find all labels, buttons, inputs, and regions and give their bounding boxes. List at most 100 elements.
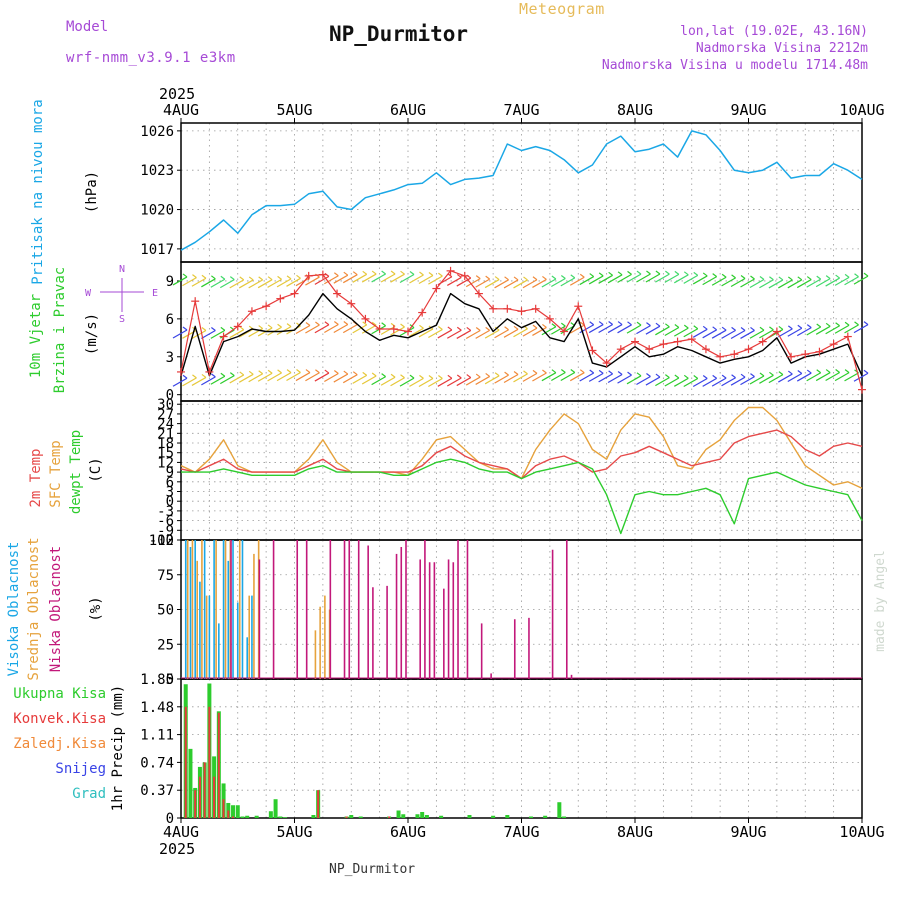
label-layer: 10171020102310260369302724211815129630-3… [6, 85, 888, 858]
wind-arrow [248, 279, 263, 289]
wind-arrow-head [428, 375, 434, 379]
x-tick-label-top: 8AUG [617, 101, 653, 119]
y-tick-label: -3 [157, 504, 174, 520]
wind-arrow [295, 277, 311, 287]
wind-arrow [683, 377, 699, 388]
precip-total-bar [557, 802, 562, 818]
y-tick-label: 9 [166, 465, 174, 481]
wind-arrow [806, 372, 822, 382]
wind-arrow [598, 274, 613, 284]
wind-arrow-head [816, 323, 822, 328]
wind-arrow [238, 279, 254, 289]
wind-arrow-head [475, 275, 481, 280]
wind-arrow [626, 324, 642, 334]
wind-arrow [844, 276, 859, 286]
wind-arrow [749, 329, 765, 339]
wind-arrow [825, 372, 840, 382]
wind-arrow [711, 329, 727, 339]
precip-total-bar [283, 817, 288, 818]
wind-arrow-head [390, 270, 396, 275]
wind-arrow [333, 373, 349, 383]
wind-arrow [172, 276, 188, 286]
wind-arrow [342, 274, 358, 284]
coords-text: lon,lat (19.02E, 43.16N) [680, 24, 868, 39]
wind-arrow-head [400, 270, 405, 275]
wind-arrow-head [665, 323, 670, 328]
wind-speed-line [180, 292, 863, 377]
wind-arrow [465, 278, 481, 288]
precip-total-bar [245, 815, 250, 818]
y-tick-label: 1023 [140, 163, 174, 179]
wind-arrow [503, 328, 519, 338]
wind-arrow-head [683, 324, 689, 329]
precip-total-bar [188, 748, 193, 818]
wind-arrow [617, 324, 632, 334]
precip-convective-bar [232, 816, 235, 818]
wind-arrow [522, 372, 538, 382]
compass-n: N [119, 264, 125, 275]
wind-arrow [484, 279, 500, 289]
wind-arrow [361, 324, 377, 334]
precip-convective-bar [388, 816, 391, 818]
wind-arrow [626, 273, 642, 283]
wind-arrow-head [665, 374, 670, 379]
wind-arrow-head [608, 370, 613, 375]
wind-arrow [579, 372, 595, 382]
wind-arrow [182, 277, 197, 287]
wind-arrow-head [731, 326, 736, 331]
wind-arrow-head [759, 372, 765, 377]
wind-arrow-head [863, 369, 869, 374]
wind-arrow [276, 278, 292, 288]
wind-arrow-head [371, 321, 377, 326]
wind-arrow-head [277, 275, 282, 280]
wind-arrow-head [787, 325, 793, 330]
wind-arrow [295, 324, 311, 334]
wind-arrow [418, 328, 434, 338]
wind-arrow [683, 328, 699, 338]
wind-arrow-head [854, 273, 859, 278]
wind-arrow-head [466, 374, 472, 379]
wind-arrow [428, 377, 443, 388]
wind-arrow-head [277, 323, 282, 328]
wind-arrow [844, 372, 859, 382]
wind-arrow [172, 329, 188, 339]
precip-total-bar [396, 810, 401, 818]
wind-arrow-head [258, 370, 264, 375]
precip-convective-bar [217, 712, 220, 818]
wind-arrow [588, 372, 604, 382]
wind-arrow-head [296, 369, 301, 374]
wind-arrow [806, 326, 822, 336]
wind-arrow-head [655, 270, 661, 275]
wind-arrow-head [750, 275, 755, 280]
wind-arrow [541, 326, 557, 336]
wind-arrow [522, 279, 538, 289]
precip-total-bar [235, 805, 240, 818]
wind-arrow [740, 329, 755, 339]
y-tick-label: 18 [157, 436, 174, 452]
precip-convective-bar [345, 816, 348, 818]
station-title: NP_Durmitor [329, 22, 469, 46]
wind-arrow-head [504, 326, 509, 331]
precip-total-bar [505, 814, 510, 818]
wind-arrow [796, 327, 812, 337]
model-label: Model [66, 19, 109, 35]
wind-arrow-head [579, 273, 585, 278]
wind-arrow [607, 373, 623, 384]
precip-convective-bar [194, 790, 197, 818]
wind-arrow-head [560, 369, 566, 374]
wind-arrow [390, 377, 405, 387]
wind-arrow-head [740, 275, 746, 279]
wind-arrow-head [589, 273, 595, 278]
x-tick-label-bottom: 7AUG [503, 823, 539, 841]
wind-arrow-head [286, 323, 292, 328]
y-tick-label: 75 [157, 568, 174, 584]
wind-arrow-head [731, 374, 736, 379]
wind-arrow [399, 377, 415, 387]
wind-arrow-head [759, 326, 765, 331]
wind-arrow-head [258, 276, 264, 281]
wind-arrow-head [740, 373, 746, 378]
wind-arrow [324, 373, 339, 383]
pressure-unit: (hPa) [84, 171, 100, 213]
y-tick-label: 1020 [140, 203, 174, 219]
wind-arrow-head [731, 274, 736, 279]
